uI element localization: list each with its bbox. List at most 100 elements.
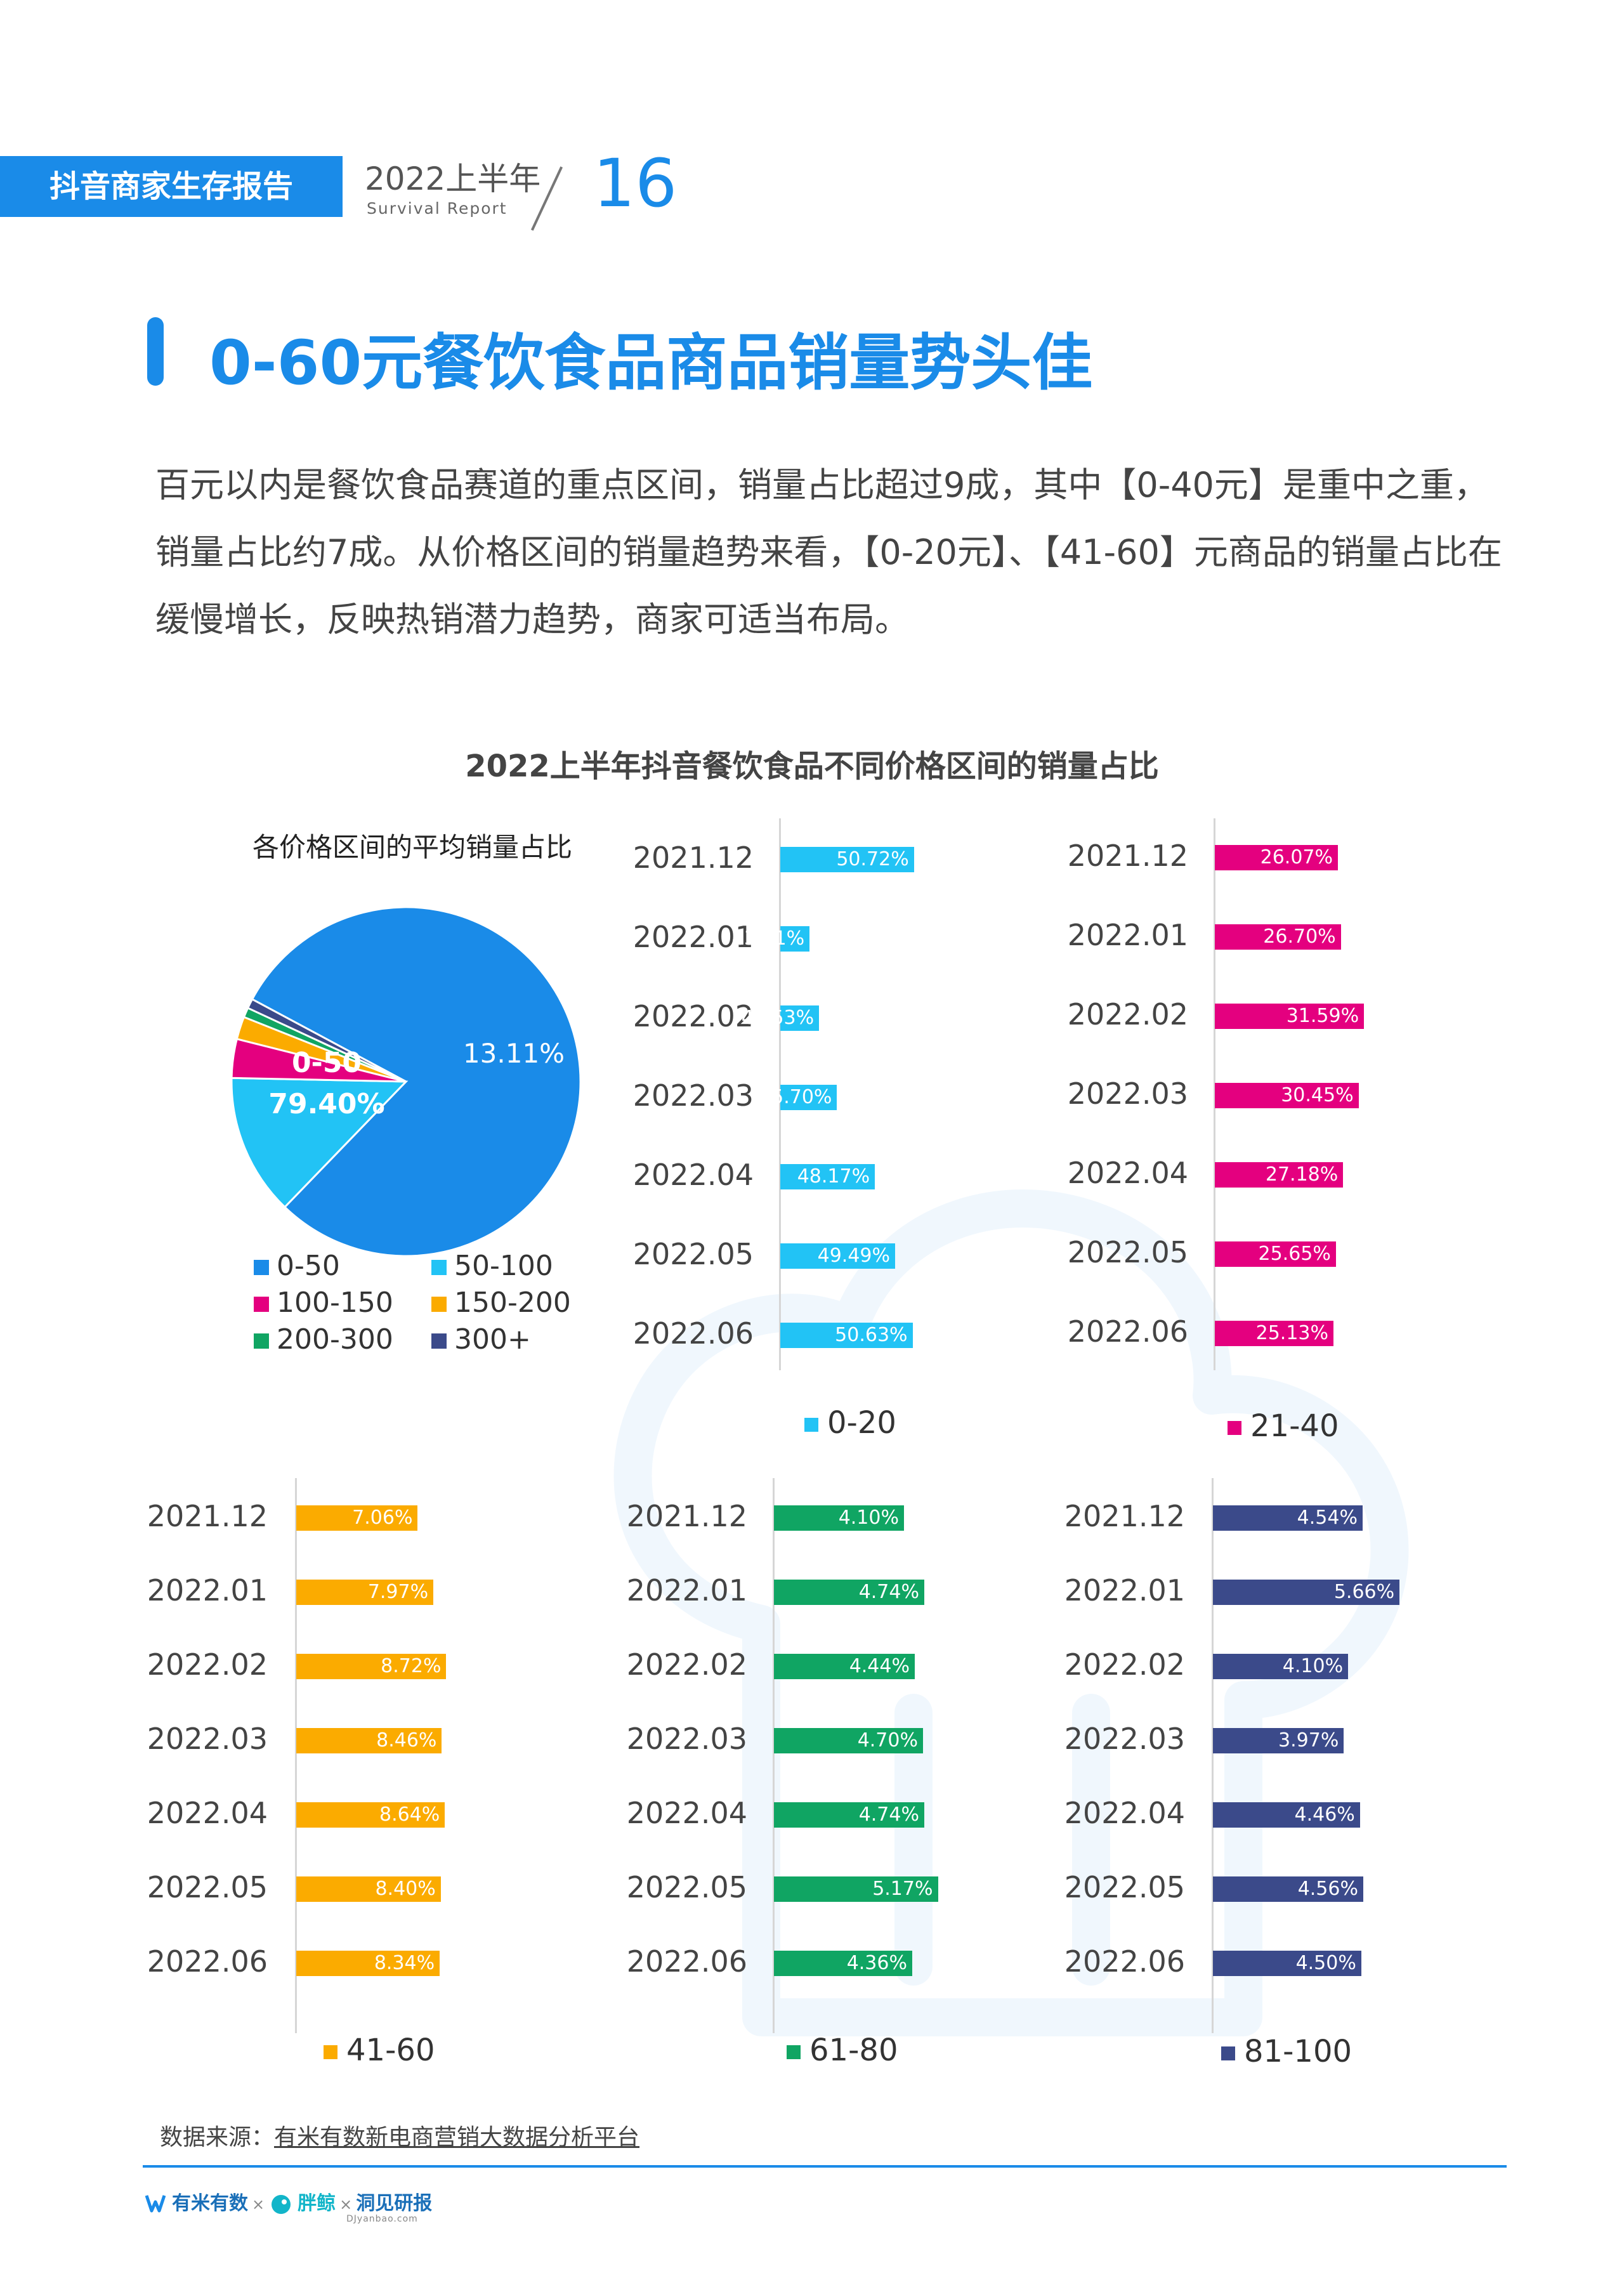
footer-logos: 有米有数 × 胖鲸 × 洞见研报 xyxy=(143,2187,432,2217)
bar-category-label: 2022.01 xyxy=(1064,1573,1185,1607)
bar-value-label: 8.40% xyxy=(375,1878,436,1900)
bar-value-label: 27.18% xyxy=(1265,1163,1339,1186)
bar-category-label: 2021.12 xyxy=(147,1499,268,1533)
bar-61-80-2022.03: 4.70% xyxy=(774,1728,923,1753)
legend-label: 50-100 xyxy=(454,1250,553,1282)
bar-21-40-2022.05: 25.65% xyxy=(1215,1241,1336,1267)
bar-category-label: 2022.04 xyxy=(1067,1156,1188,1190)
legend-41-60: 41-60 xyxy=(324,2033,435,2068)
bar-value-label: 4.74% xyxy=(858,1581,919,1603)
bar-21-40-2022.02: 31.59% xyxy=(1215,1004,1365,1029)
bar-21-40-2021.12: 26.07% xyxy=(1215,845,1338,870)
legend-swatch xyxy=(254,1260,269,1275)
bar-category-label: 2021.12 xyxy=(1067,839,1188,873)
legend-61-80: 61-80 xyxy=(787,2033,898,2068)
bar-41-60-2022.02: 8.72% xyxy=(296,1654,447,1679)
legend-item-50-100: 50-100 xyxy=(431,1250,553,1282)
bar-category-label: 2022.04 xyxy=(632,1158,754,1192)
bar-61-80-2022.06: 4.36% xyxy=(774,1951,912,1976)
bar-61-80-2022.04: 4.74% xyxy=(774,1802,924,1828)
logo-separator: × xyxy=(339,2196,353,2213)
bar-0-20-2022.04: 48.17% xyxy=(780,1164,875,1189)
bar-61-80-2021.12: 4.10% xyxy=(774,1505,904,1531)
bar-41-60-2022.06: 8.34% xyxy=(296,1951,440,1976)
bar-81-100-2022.01: 5.66% xyxy=(1213,1580,1400,1605)
bar-value-label: 4.46% xyxy=(1294,1804,1355,1826)
logo-separator: × xyxy=(252,2196,265,2213)
bar-value-label: 4.50% xyxy=(1295,1952,1356,1974)
bar-41-60-2022.01: 7.97% xyxy=(296,1580,434,1605)
pangjing-logo-icon xyxy=(272,2194,291,2214)
bar-value-label: 31.59% xyxy=(1286,1005,1359,1027)
bar-value-label: 5.66% xyxy=(1333,1581,1395,1603)
bar-value-label: 44.53% xyxy=(741,1007,815,1029)
legend-swatch xyxy=(787,2045,801,2059)
bar-category-label: 2022.04 xyxy=(1064,1796,1185,1830)
bar-category-label: 2022.02 xyxy=(1067,997,1188,1031)
bar-category-label: 2022.06 xyxy=(1067,1314,1188,1349)
bar-value-label: 4.54% xyxy=(1297,1507,1358,1529)
bar-81-100-2022.02: 4.10% xyxy=(1213,1654,1349,1679)
legend-swatch xyxy=(431,1297,447,1312)
bar-value-label: 8.72% xyxy=(381,1655,442,1677)
bar-category-label: 2022.05 xyxy=(1067,1235,1188,1269)
bar-category-label: 2022.01 xyxy=(1067,918,1188,952)
bar-value-label: 49.49% xyxy=(817,1245,890,1267)
legend-label: 150-200 xyxy=(454,1287,571,1319)
bar-value-label: 3.97% xyxy=(1278,1729,1339,1751)
legend-0-20: 0-20 xyxy=(804,1405,896,1441)
bar-value-label: 50.72% xyxy=(836,848,909,870)
bar-81-100-2022.06: 4.50% xyxy=(1213,1951,1361,1976)
bar-axis xyxy=(779,818,781,1370)
bar-41-60-2022.03: 8.46% xyxy=(296,1728,442,1753)
bar-category-label: 2022.05 xyxy=(1064,1870,1185,1904)
footer-divider xyxy=(143,2165,1507,2168)
bar-value-label: 4.10% xyxy=(1282,1655,1344,1677)
pie-slice-300-plus xyxy=(246,998,407,1083)
source-link[interactable]: 有米有数新电商营销大数据分析平台 xyxy=(274,2125,640,2151)
legend-label: 100-150 xyxy=(277,1287,393,1319)
legend-item-0-50: 0-50 xyxy=(254,1250,340,1282)
bar-0-20-2022.06: 50.63% xyxy=(780,1323,913,1348)
bar-category-label: 2022.04 xyxy=(626,1796,747,1830)
legend-item-300-plus: 300+ xyxy=(431,1323,531,1356)
bar-axis xyxy=(1214,818,1215,1370)
bar-value-label: 4.56% xyxy=(1297,1878,1358,1900)
legend-swatch xyxy=(254,1297,269,1312)
bar-value-label: 4.44% xyxy=(849,1655,910,1677)
report-subtitle: Survival Report xyxy=(367,199,508,218)
bar-81-100-2021.12: 4.54% xyxy=(1213,1505,1363,1531)
legend-label: 0-20 xyxy=(827,1405,896,1441)
bar-value-label: 26.07% xyxy=(1260,846,1333,868)
bar-category-label: 2021.12 xyxy=(1064,1499,1185,1533)
bar-0-20-2022.05: 49.49% xyxy=(780,1243,895,1269)
legend-label: 0-50 xyxy=(277,1250,340,1282)
legend-label: 200-300 xyxy=(277,1323,393,1356)
bar-81-100-2022.05: 4.56% xyxy=(1213,1876,1363,1902)
bar-category-label: 2022.03 xyxy=(1067,1077,1188,1111)
bar-category-label: 2022.01 xyxy=(632,920,754,954)
legend-item-200-300: 200-300 xyxy=(254,1323,393,1356)
bar-category-label: 2022.02 xyxy=(626,1647,747,1682)
bar-category-label: 2022.02 xyxy=(632,999,754,1033)
bar-category-label: 2022.01 xyxy=(147,1573,268,1607)
bar-0-20-2022.02: 44.53% xyxy=(742,1005,820,1031)
youmi-logo-icon xyxy=(145,2194,166,2212)
bar-21-40-2022.03: 30.45% xyxy=(1215,1083,1359,1108)
bar-value-label: 5.17% xyxy=(872,1878,933,1900)
legend-label: 81-100 xyxy=(1244,2034,1352,2069)
page-title: 0-60元餐饮食品商品销量势头佳 xyxy=(209,327,1093,398)
data-source: 数据来源：有米有数新电商营销大数据分析平台 xyxy=(160,2119,639,2152)
bar-category-label: 2022.02 xyxy=(147,1647,268,1682)
bar-value-label: 7.06% xyxy=(352,1507,413,1529)
logo-pangjing: 胖鲸 xyxy=(298,2192,336,2215)
bar-41-60-2022.05: 8.40% xyxy=(296,1876,441,1902)
pie-value-50-100: 13.11% xyxy=(463,1038,565,1069)
bar-0-20-2022.01: 43.91% xyxy=(732,926,810,952)
bar-value-label: 7.97% xyxy=(367,1581,429,1603)
legend-swatch xyxy=(254,1333,269,1349)
chart-title: 2022上半年抖音餐饮食品不同价格区间的销量占比 xyxy=(465,749,1159,784)
title-accent-bar xyxy=(147,317,164,386)
bar-value-label: 25.65% xyxy=(1258,1243,1331,1265)
legend-81-100: 81-100 xyxy=(1221,2034,1352,2069)
